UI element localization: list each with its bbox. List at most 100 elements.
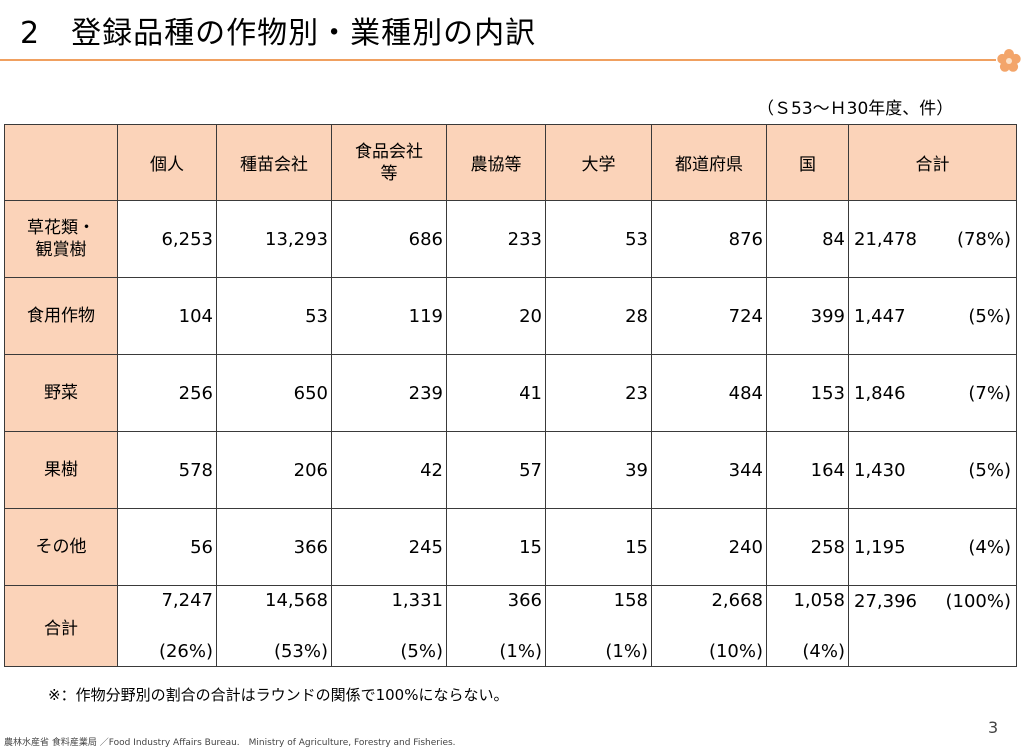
row-total-value: 1,195 — [854, 536, 906, 558]
total-pct: (10%) — [708, 641, 763, 662]
data-cell: 686 — [331, 200, 447, 278]
row-label: その他 — [4, 508, 118, 586]
total-pct: (4%) — [802, 641, 845, 662]
row-total-cell: 1,447 (5%) — [848, 277, 1017, 355]
row-total-value: 1,447 — [854, 305, 906, 327]
unit-label: （Ｓ53～Ｈ30年度、件） — [757, 99, 954, 119]
row-total-pct: (78%) — [956, 228, 1011, 250]
column-header: 個人 — [117, 124, 217, 201]
grand-total-cell: 27,396 (100%) — [848, 585, 1017, 667]
data-cell: 366 — [216, 508, 332, 586]
table-row: 野菜 256 650 239 41 23 484 153 1,846 (7%) — [4, 354, 1017, 432]
total-value: 1,331 — [391, 590, 443, 611]
total-value: 1,058 — [793, 590, 845, 611]
data-cell: 53 — [216, 277, 332, 355]
data-cell: 15 — [545, 508, 652, 586]
row-label: 果樹 — [4, 431, 118, 509]
data-cell: 39 — [545, 431, 652, 509]
row-total-cell: 21,478 (78%) — [848, 200, 1017, 278]
data-cell: 20 — [446, 277, 546, 355]
data-cell: 258 — [766, 508, 849, 586]
data-cell: 245 — [331, 508, 447, 586]
total-pct: (5%) — [400, 641, 443, 662]
total-value: 158 — [613, 590, 648, 611]
row-total-cell: 1,846 (7%) — [848, 354, 1017, 432]
table-row: 果樹 578 206 42 57 39 344 164 1,430 (5%) — [4, 431, 1017, 509]
total-pct: (1%) — [499, 641, 542, 662]
data-cell: 240 — [651, 508, 767, 586]
column-header: 合計 — [848, 124, 1017, 201]
data-cell: 724 — [651, 277, 767, 355]
data-cell: 28 — [545, 277, 652, 355]
data-cell: 206 — [216, 431, 332, 509]
row-label: 草花類・ 観賞樹 — [4, 200, 118, 278]
grand-total-value: 27,396 — [854, 591, 917, 612]
footnote: ※：作物分野別の割合の合計はラウンドの関係で100%にならない。 — [48, 686, 509, 704]
column-header-label: 食品会社 等 — [355, 141, 423, 184]
total-pct: (26%) — [158, 641, 213, 662]
total-cell: 7,247 (26%) — [117, 585, 217, 667]
plum-blossom-icon — [997, 49, 1021, 72]
page-title: 2 登録品種の作物別・業種別の内訳 — [20, 16, 537, 51]
row-label: 野菜 — [4, 354, 118, 432]
total-cell: 1,058 (4%) — [766, 585, 849, 667]
data-cell: 239 — [331, 354, 447, 432]
total-pct: (1%) — [605, 641, 648, 662]
row-total-pct: (5%) — [968, 305, 1011, 327]
total-cell: 158 (1%) — [545, 585, 652, 667]
row-label: 合計 — [4, 585, 118, 667]
row-total-value: 21,478 — [854, 228, 917, 250]
total-cell: 366 (1%) — [446, 585, 546, 667]
total-row: 合計 7,247 (26%) 14,568 (53%) 1,331 (5%) 366 (… — [4, 585, 1017, 667]
row-label-text: その他 — [35, 537, 87, 557]
data-cell: 57 — [446, 431, 546, 509]
data-cell: 233 — [446, 200, 546, 278]
total-cell: 2,668 (10%) — [651, 585, 767, 667]
column-header: 農協等 — [446, 124, 546, 201]
row-label-text: 草花類・ 観賞樹 — [27, 218, 95, 260]
table-row: 草花類・ 観賞樹 6,253 13,293 686 233 53 876 84 21,478 (7… — [4, 200, 1017, 278]
row-total-cell: 1,195 (4%) — [848, 508, 1017, 586]
data-cell: 256 — [117, 354, 217, 432]
row-total-value: 1,430 — [854, 459, 906, 481]
row-total-cell: 1,430 (5%) — [848, 431, 1017, 509]
total-value: 7,247 — [161, 590, 213, 611]
page-number: 3 — [988, 718, 999, 737]
row-label-text: 果樹 — [44, 460, 78, 480]
data-cell: 13,293 — [216, 200, 332, 278]
header-row: 個人 種苗会社 食品会社 等 農協等 大学 都道府県 国 合計 — [4, 124, 1017, 201]
total-cell: 1,331 (5%) — [331, 585, 447, 667]
column-header: 都道府県 — [651, 124, 767, 201]
column-header: 国 — [766, 124, 849, 201]
row-total-pct: (7%) — [968, 382, 1011, 404]
ministry-footer: 農林水産省 食料産業局 ／Food Industry Affairs Burea… — [4, 738, 456, 748]
data-cell: 650 — [216, 354, 332, 432]
column-header: 食品会社 等 — [331, 124, 447, 201]
table-row: その他 56 366 245 15 15 240 258 1,195 (4%) — [4, 508, 1017, 586]
header-corner — [4, 124, 118, 201]
breakdown-table: 個人 種苗会社 食品会社 等 農協等 大学 都道府県 国 合計 草花類・ 観賞樹… — [4, 124, 1017, 667]
data-cell: 41 — [446, 354, 546, 432]
data-cell: 484 — [651, 354, 767, 432]
row-label: 食用作物 — [4, 277, 118, 355]
data-cell: 876 — [651, 200, 767, 278]
total-value: 366 — [507, 590, 542, 611]
data-cell: 23 — [545, 354, 652, 432]
row-label-text: 食用作物 — [27, 306, 95, 326]
column-header: 大学 — [545, 124, 652, 201]
data-cell: 399 — [766, 277, 849, 355]
data-cell: 578 — [117, 431, 217, 509]
row-total-pct: (4%) — [968, 536, 1011, 558]
total-value: 2,668 — [711, 590, 763, 611]
data-cell: 104 — [117, 277, 217, 355]
table-row: 食用作物 104 53 119 20 28 724 399 1,447 (5%) — [4, 277, 1017, 355]
data-cell: 344 — [651, 431, 767, 509]
row-total-pct: (5%) — [968, 459, 1011, 481]
data-cell: 56 — [117, 508, 217, 586]
total-pct: (53%) — [273, 641, 328, 662]
data-cell: 164 — [766, 431, 849, 509]
data-cell: 84 — [766, 200, 849, 278]
row-total-value: 1,846 — [854, 382, 906, 404]
row-label-text: 野菜 — [44, 383, 78, 403]
data-cell: 15 — [446, 508, 546, 586]
